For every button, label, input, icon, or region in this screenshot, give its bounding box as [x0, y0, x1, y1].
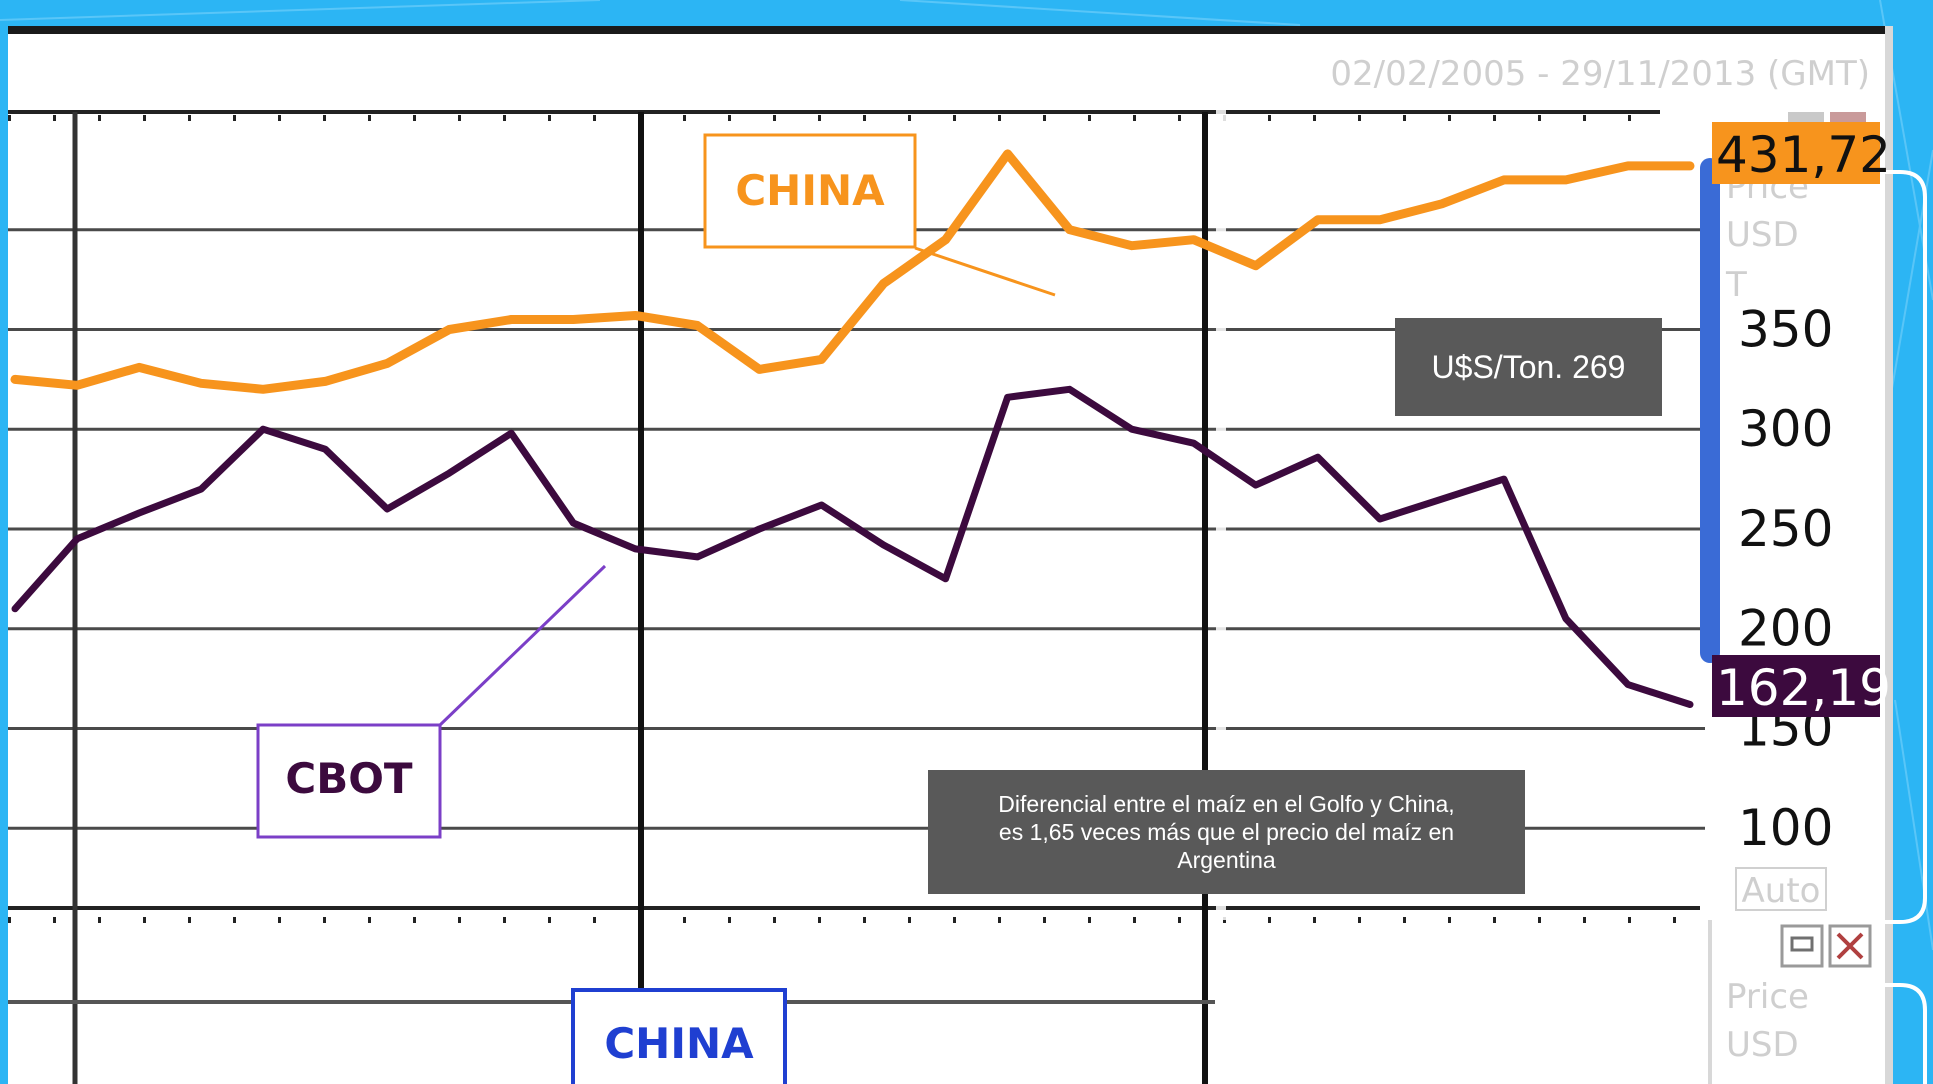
y-tick-label: 350 [1738, 300, 1833, 358]
china-callout-box [703, 133, 917, 249]
lower-china-box [571, 988, 787, 1084]
lower-currency-label: USD [1726, 1025, 1799, 1065]
note-line-3: Argentina [1177, 847, 1276, 873]
close-icon-cross [1836, 932, 1864, 960]
cbot-series-line [11, 385, 1694, 708]
lower-china-label: CHINA [604, 1019, 754, 1068]
panel-seam [1216, 100, 1226, 920]
price-annotation-text: U$S/Ton. 269 [1431, 348, 1626, 385]
china-last-value: 431,72 [1716, 126, 1891, 184]
auto-button-label: Auto [1742, 871, 1821, 911]
china-callout-leader [914, 246, 1056, 297]
currency-label: USD [1726, 215, 1799, 255]
auto-button[interactable] [1735, 867, 1827, 911]
restore-icon-inner [1790, 936, 1814, 952]
date-range-label: 02/02/2005 - 29/11/2013 (GMT) [1330, 54, 1870, 94]
note-line-2: es 1,65 veces más que el precio del maíz… [998, 819, 1455, 845]
y-tick-label: 300 [1738, 400, 1833, 458]
lower-price-label: Price [1726, 977, 1809, 1017]
cbot-last-value-badge [1712, 655, 1880, 717]
price-annotation-box: U$S/Ton. 269 [1395, 318, 1662, 416]
lower-panel-bracket [1850, 983, 1927, 1084]
cbot-callout-box [256, 723, 442, 839]
axis-panel-bracket [1718, 170, 1927, 924]
cbot-callout-label: CBOT [285, 754, 413, 803]
cbot-last-value: 162,19 [1716, 659, 1891, 717]
china-callout-label: CHINA [735, 166, 885, 215]
lower-panel: Price USD CHINA [8, 920, 1927, 1084]
cbot-callout-leader [438, 564, 607, 727]
note-annotation-box: Diferencial entre el maíz en el Golfo y … [928, 770, 1525, 894]
y-tick-label: 200 [1738, 600, 1833, 658]
restore-icon[interactable] [1780, 924, 1824, 968]
china-last-value-badge [1712, 122, 1880, 184]
note-line-1: Diferencial entre el maíz en el Golfo y … [998, 791, 1455, 817]
unit-label: T [1725, 265, 1747, 305]
y-tick-label: 250 [1738, 500, 1833, 558]
china-series-line [10, 149, 1695, 394]
axis-accent-bar [1700, 158, 1720, 663]
y-tick-label: 100 [1738, 799, 1833, 857]
